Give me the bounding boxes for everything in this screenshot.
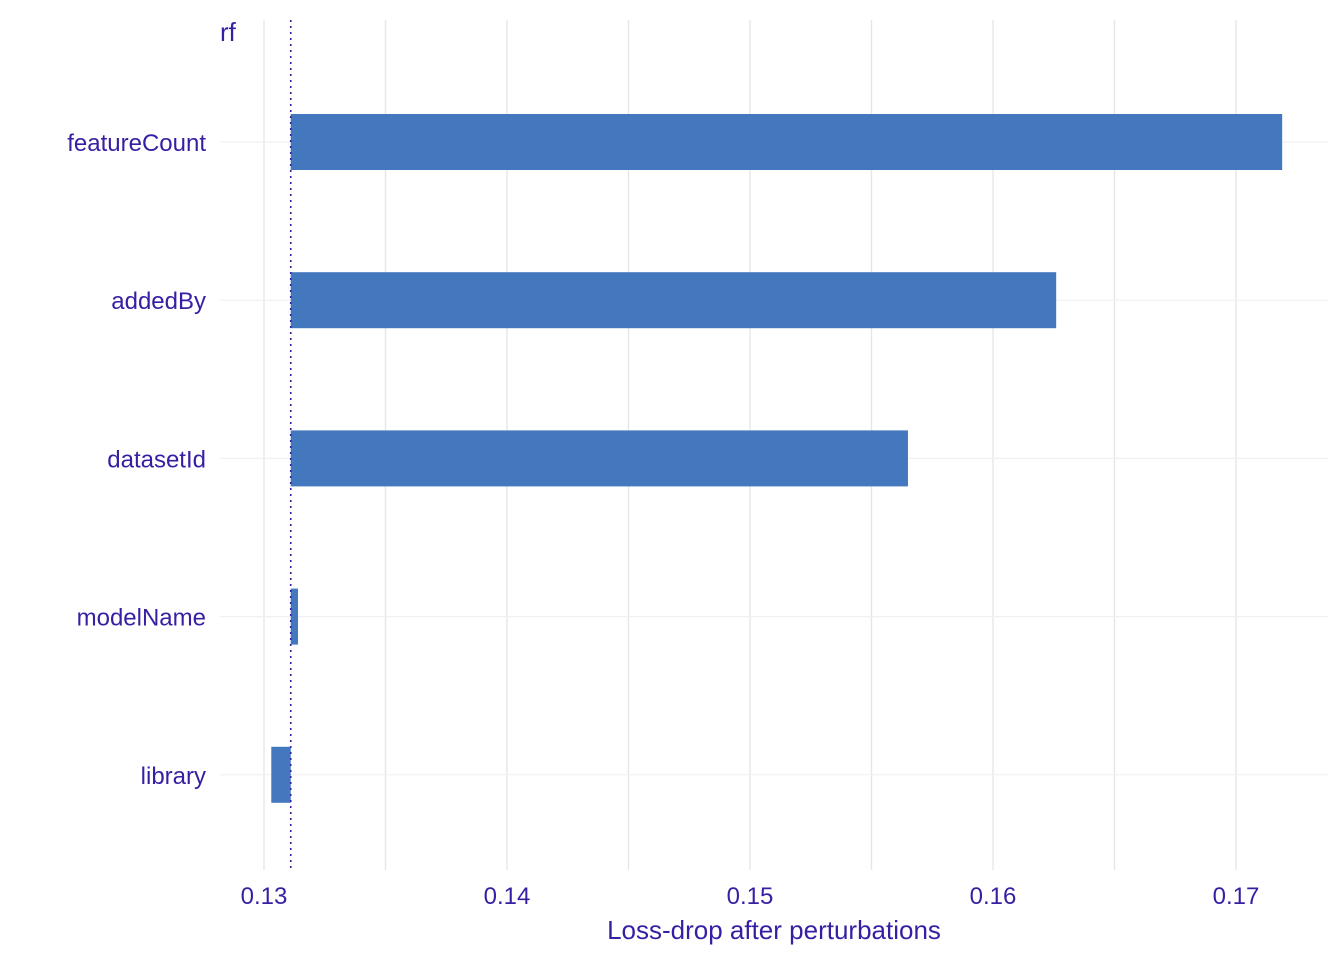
- y-tick-label: modelName: [77, 605, 206, 632]
- x-axis-label: Loss-drop after perturbations: [607, 915, 941, 945]
- label-layer: featureCount addedBy datasetId modelName lib…: [67, 130, 1259, 910]
- bar-layer: [271, 114, 1283, 803]
- y-tick-label: datasetId: [107, 446, 206, 473]
- x-tick-label: 0.14: [484, 883, 531, 910]
- bar-datasetId: [290, 430, 908, 487]
- bar-featureCount: [290, 114, 1283, 170]
- bar-addedBy: [290, 272, 1057, 329]
- x-tick-label: 0.17: [1213, 883, 1260, 910]
- y-tick-label: library: [141, 763, 206, 790]
- x-tick-label: 0.16: [970, 883, 1017, 910]
- y-tick-label: addedBy: [111, 288, 206, 315]
- bar-modelName: [290, 588, 299, 645]
- x-tick-label: 0.15: [727, 883, 774, 910]
- panel-title: rf: [220, 17, 237, 47]
- x-tick-label: 0.13: [241, 883, 288, 910]
- y-tick-label: featureCount: [67, 130, 206, 157]
- bar-library: [271, 746, 291, 803]
